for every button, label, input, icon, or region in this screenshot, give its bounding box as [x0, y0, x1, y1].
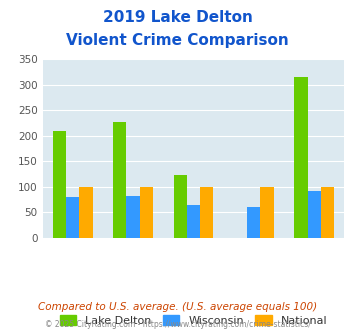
- Legend: Lake Delton, Wisconsin, National: Lake Delton, Wisconsin, National: [55, 311, 332, 330]
- Bar: [66, 197, 80, 238]
- Bar: [200, 187, 213, 238]
- Text: © 2025 CityRating.com - https://www.cityrating.com/crime-statistics/: © 2025 CityRating.com - https://www.city…: [45, 320, 310, 329]
- Bar: [174, 175, 187, 238]
- Bar: [140, 187, 153, 238]
- Bar: [187, 205, 200, 238]
- Bar: [321, 187, 334, 238]
- Text: Compared to U.S. average. (U.S. average equals 100): Compared to U.S. average. (U.S. average …: [38, 302, 317, 312]
- Bar: [247, 207, 261, 238]
- Text: 2019 Lake Delton: 2019 Lake Delton: [103, 10, 252, 25]
- Bar: [126, 196, 140, 238]
- Bar: [307, 191, 321, 238]
- Text: Violent Crime Comparison: Violent Crime Comparison: [66, 33, 289, 48]
- Bar: [294, 77, 307, 238]
- Bar: [80, 187, 93, 238]
- Bar: [113, 121, 126, 238]
- Bar: [53, 131, 66, 238]
- Bar: [261, 187, 274, 238]
